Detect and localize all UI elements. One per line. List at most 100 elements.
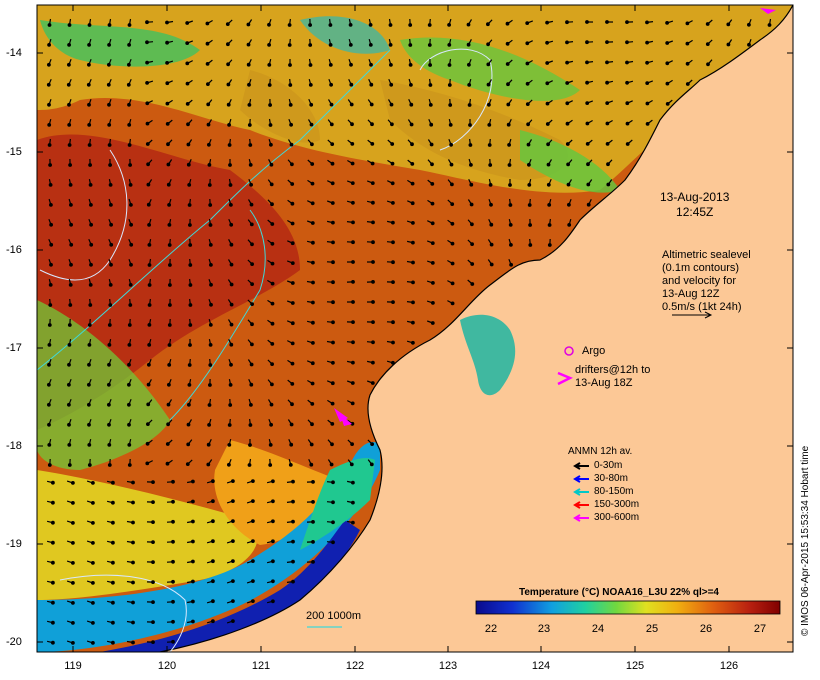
velocity-arrow-head (289, 122, 294, 127)
velocity-arrow-head (645, 60, 649, 65)
velocity-arrow-head (186, 422, 191, 427)
velocity-arrow-head (371, 280, 375, 284)
velocity-arrow-head (167, 263, 172, 267)
velocity-arrow-head (290, 201, 295, 206)
velocity-arrow-head (488, 163, 493, 167)
velocity-arrow-head (70, 541, 75, 545)
velocity-arrow-head (311, 540, 315, 544)
velocity-arrow-head (505, 41, 510, 46)
velocity-arrow-head (151, 500, 155, 505)
velocity-arrow-head (450, 241, 455, 246)
velocity-arrow-head (269, 402, 274, 407)
velocity-arrow-head (227, 122, 232, 127)
velocity-arrow-head (330, 201, 335, 205)
colorbar-tick-label: 24 (591, 623, 605, 635)
velocity-arrow-head (505, 21, 510, 26)
velocity-arrow-head (47, 122, 52, 127)
velocity-arrow-head (248, 423, 253, 427)
velocity-arrow-head (290, 162, 294, 167)
velocity-arrow-head (585, 60, 589, 65)
velocity-arrow-head (567, 202, 571, 207)
velocity-arrow-head (87, 122, 92, 127)
velocity-arrow-head (310, 422, 314, 427)
legend-item-label: 80-150m (594, 486, 634, 497)
velocity-arrow-head (450, 202, 455, 207)
velocity-arrow-head (87, 143, 92, 147)
velocity-arrow-head (171, 499, 175, 504)
velocity-arrow-head (469, 202, 474, 207)
velocity-arrow-head (126, 402, 131, 407)
velocity-arrow-head (47, 422, 51, 427)
velocity-arrow-head (66, 62, 71, 67)
velocity-arrow-head (645, 121, 650, 126)
velocity-arrow-head (371, 320, 375, 325)
velocity-arrow-head (88, 202, 93, 207)
velocity-arrow-head (331, 480, 335, 485)
velocity-arrow-head (311, 341, 315, 345)
legend-item: 150-300m (574, 499, 639, 510)
velocity-arrow-head (368, 23, 373, 27)
argo-label: Argo (582, 345, 606, 357)
legend-title: ANMN 12h av. (568, 446, 633, 457)
velocity-arrow-head (186, 122, 190, 127)
velocity-arrow-head (207, 183, 212, 187)
velocity-arrow-head (70, 501, 75, 505)
sst-cold-coastal (300, 458, 375, 550)
velocity-arrow-head (350, 122, 354, 127)
velocity-arrow-head (86, 402, 91, 407)
velocity-arrow-head (110, 560, 115, 565)
velocity-arrow-head (429, 142, 434, 147)
velocity-arrow-head (351, 480, 355, 485)
velocity-arrow-head (151, 600, 155, 604)
velocity-arrow-head (250, 302, 255, 307)
velocity-arrow-head (86, 382, 91, 387)
velocity-arrow-head (268, 123, 273, 127)
velocity-arrow-head (127, 443, 132, 447)
velocity-arrow-head (109, 262, 113, 267)
velocity-arrow-head (351, 200, 355, 205)
legend-item: 300-600m (574, 512, 639, 523)
velocity-arrow-head (229, 322, 234, 327)
velocity-arrow-head (665, 61, 670, 66)
x-tick-label: 121 (251, 660, 271, 672)
velocity-arrow-head (625, 80, 629, 85)
velocity-arrow-head (350, 401, 355, 406)
velocity-arrow-head (247, 82, 251, 87)
velocity-arrow-head (487, 122, 492, 127)
velocity-arrow-head (108, 182, 113, 187)
velocity-arrow-head (270, 261, 275, 266)
velocity-arrow-head (486, 42, 491, 47)
velocity-arrow-head (625, 20, 629, 25)
velocity-arrow-head (47, 323, 52, 327)
velocity-arrow-head (290, 321, 295, 326)
velocity-arrow-head (227, 423, 232, 427)
velocity-arrow-head (147, 222, 152, 227)
velocity-arrow-head (107, 122, 112, 127)
velocity-arrow-head (250, 579, 255, 583)
velocity-arrow-head (586, 202, 591, 207)
velocity-arrow-head (230, 539, 235, 543)
velocity-arrow-head (247, 463, 252, 467)
velocity-arrow-head (605, 20, 609, 24)
velocity-arrow-head (527, 182, 532, 187)
velocity-arrow-head (330, 381, 335, 386)
velocity-arrow-head (309, 462, 314, 467)
velocity-arrow-head (128, 202, 133, 207)
velocity-arrow-head (625, 60, 629, 65)
velocity-arrow-head (348, 43, 353, 47)
velocity-arrow-head (70, 621, 75, 625)
velocity-arrow-head (127, 122, 132, 127)
velocity-arrow-head (250, 242, 254, 247)
velocity-arrow-head (726, 22, 731, 27)
velocity-arrow-head (466, 42, 471, 47)
velocity-arrow-head (331, 300, 335, 305)
colorbar-tick-label: 22 (484, 623, 498, 635)
velocity-arrow-head (206, 462, 211, 467)
velocity-arrow-head (167, 202, 172, 207)
velocity-arrow-head (90, 521, 95, 525)
velocity-arrow-head (625, 40, 629, 45)
velocity-arrow-head (107, 143, 112, 147)
velocity-arrow-head (665, 41, 670, 45)
velocity-arrow-head (271, 539, 275, 544)
velocity-arrow-head (87, 362, 91, 367)
